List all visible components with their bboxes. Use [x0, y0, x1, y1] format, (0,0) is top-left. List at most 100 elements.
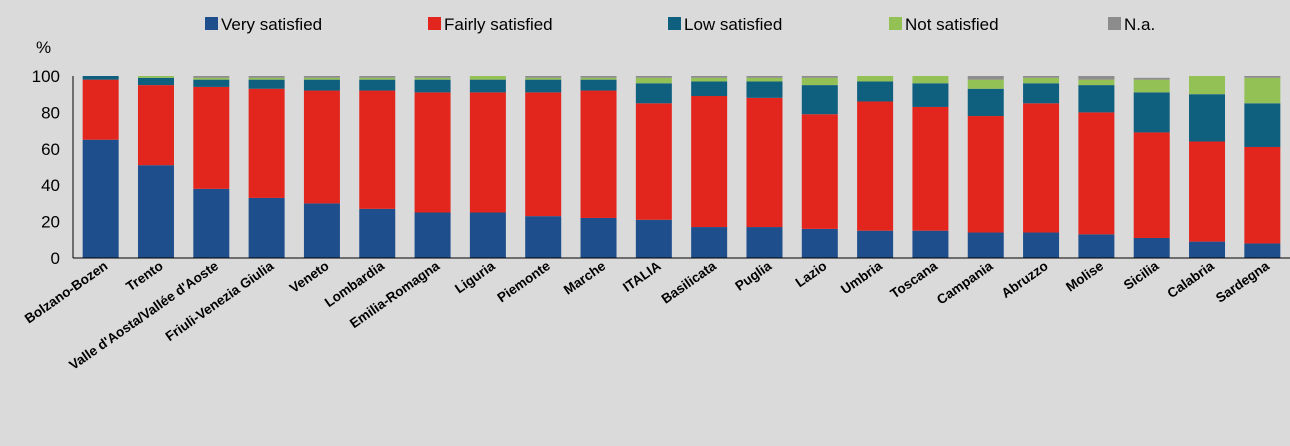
bar-segment [912, 106, 949, 231]
legend-swatch [428, 17, 441, 30]
bar-segment [137, 77, 174, 86]
bar-segment [82, 76, 119, 80]
bar-segment [1023, 232, 1060, 258]
bar-segment [193, 77, 230, 80]
bar-segment [137, 165, 174, 258]
bar-segment [691, 96, 728, 228]
bar-segment [1133, 237, 1170, 258]
bar-segment [1078, 79, 1115, 86]
bar-segment [912, 230, 949, 258]
bar-segment [1078, 112, 1115, 235]
bar-segment [912, 76, 949, 84]
bar-segment [303, 90, 340, 204]
legend-label: Low satisfied [684, 15, 782, 34]
bar-segment [137, 76, 174, 78]
bar-segment [857, 81, 894, 102]
bar-segment [1023, 77, 1060, 84]
y-unit-label: % [36, 38, 51, 57]
bar-segment [580, 90, 617, 218]
bar-segment [580, 76, 617, 78]
bar-segment [1133, 92, 1170, 133]
bar-segment [525, 92, 562, 217]
bar-segment [303, 79, 340, 91]
legend-swatch [205, 17, 218, 30]
bar-segment [857, 230, 894, 258]
y-tick-label: 60 [41, 140, 60, 159]
bar-segment [1078, 85, 1115, 113]
bar-segment [359, 79, 396, 91]
bar-segment [525, 77, 562, 80]
bar-segment [746, 77, 783, 82]
bar-segment [967, 116, 1004, 233]
bar-segment [469, 79, 506, 93]
bar-segment [912, 83, 949, 107]
bar-segment [691, 81, 728, 97]
bar-segment [303, 203, 340, 258]
bar-segment [248, 79, 285, 89]
legend-label: Fairly satisfied [444, 15, 553, 34]
x-tick-label: Campania [934, 258, 996, 308]
bar-segment [414, 92, 451, 213]
bar-segment [967, 232, 1004, 258]
bar-segment [525, 216, 562, 258]
x-tick-label: Calabria [1164, 258, 1217, 301]
bar-segment [303, 76, 340, 78]
legend-label: Very satisfied [221, 15, 322, 34]
bar-segment [193, 79, 230, 87]
bar-segment [1078, 76, 1115, 80]
bar-segment [635, 77, 672, 84]
bar-segment [967, 76, 1004, 80]
bar-segment [691, 77, 728, 82]
bar-segment [469, 76, 506, 80]
bar-segment [635, 76, 672, 78]
bar-segment [635, 219, 672, 258]
bar-segment [1189, 94, 1226, 142]
bar-segment [248, 88, 285, 198]
bar-segment [414, 77, 451, 80]
bar-segment [414, 212, 451, 258]
x-tick-label: Abruzzo [999, 258, 1051, 301]
bar-segment [1244, 146, 1281, 244]
bar-segment [857, 101, 894, 231]
bar-segment [801, 114, 838, 229]
bar-segment [1244, 77, 1281, 104]
bar-segment [967, 79, 1004, 89]
legend-swatch [1108, 17, 1121, 30]
x-tick-label: Bolzano-Bozen [22, 258, 110, 326]
bar-segment [1244, 243, 1281, 258]
x-tick-label: Piemonte [495, 258, 554, 305]
bar-segment [580, 79, 617, 91]
x-tick-label: Toscana [887, 258, 940, 301]
x-tick-label: Trento [123, 258, 165, 294]
x-tick-label: Lazio [793, 258, 830, 290]
bar-segment [359, 76, 396, 78]
bar-segment [801, 77, 838, 86]
bar-segment [525, 76, 562, 78]
bar-segment [1023, 103, 1060, 233]
bar-segment [1133, 77, 1170, 80]
bar-segment [1244, 76, 1281, 78]
x-tick-label: Veneto [287, 258, 332, 296]
x-tick-label: Basilicata [659, 258, 720, 307]
bar-segment [1189, 76, 1226, 95]
x-tick-label: ITALIA [620, 258, 664, 295]
bar-segment [469, 92, 506, 213]
bar-segment [746, 97, 783, 228]
bar-segment [580, 77, 617, 80]
bar-segment [359, 90, 396, 209]
bar-segment [857, 76, 894, 82]
bar-segment [359, 208, 396, 258]
bar-segment [248, 76, 285, 78]
bar-segment [193, 86, 230, 189]
bar-segment [1133, 132, 1170, 238]
bar-segment [359, 77, 396, 80]
bar-segment [193, 76, 230, 78]
bar-segment [635, 103, 672, 220]
bar-segment [248, 197, 285, 258]
bar-segment [746, 81, 783, 98]
bar-segment [801, 228, 838, 258]
x-tick-label: Sardegna [1213, 258, 1272, 306]
bar-segment [967, 88, 1004, 117]
